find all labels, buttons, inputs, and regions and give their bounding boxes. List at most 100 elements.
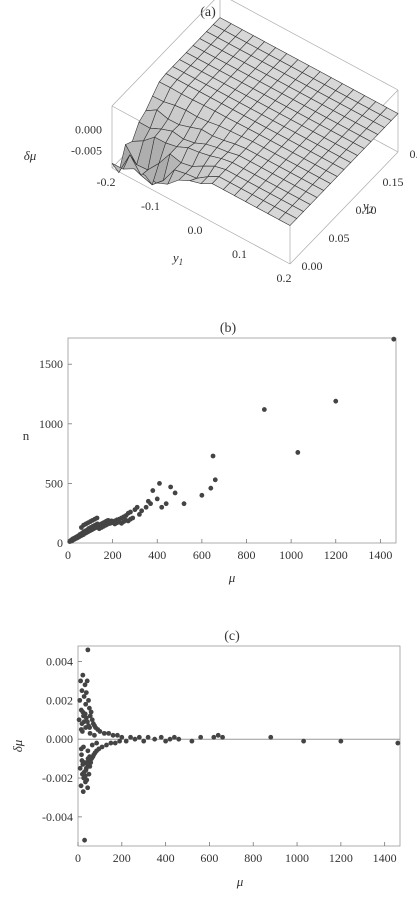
y-tick-label: 0 bbox=[57, 536, 63, 550]
y-tick-label: -0.002 bbox=[42, 771, 73, 785]
y-axis-label-base: y bbox=[361, 198, 369, 213]
data-point bbox=[123, 738, 129, 744]
data-point bbox=[220, 734, 225, 740]
x-tick-label: 0.1 bbox=[232, 247, 247, 261]
surface-cell bbox=[111, 154, 131, 174]
x-tick-label: 1200 bbox=[324, 548, 348, 562]
data-point bbox=[112, 740, 118, 746]
data-point bbox=[163, 738, 169, 744]
y-tick-label: 0.10 bbox=[356, 203, 377, 217]
data-point bbox=[104, 742, 109, 748]
data-point bbox=[82, 773, 88, 779]
data-point bbox=[148, 501, 153, 507]
data-point bbox=[301, 738, 307, 744]
x-axis-label-sub: 1 bbox=[179, 257, 184, 267]
data-point bbox=[82, 837, 87, 843]
data-point bbox=[198, 734, 204, 740]
x-tick-label: 600 bbox=[200, 851, 218, 865]
x-tick-label: 0 bbox=[65, 548, 71, 562]
data-point bbox=[87, 713, 93, 719]
data-point bbox=[77, 697, 83, 703]
data-point bbox=[128, 509, 133, 515]
panel-c-ylabel: δμ bbox=[10, 739, 25, 752]
data-point bbox=[119, 734, 125, 740]
x-tick-label: 800 bbox=[238, 548, 256, 562]
x-tick-label: 1400 bbox=[373, 851, 397, 865]
data-point bbox=[210, 453, 216, 459]
z-tick-label: -0.005 bbox=[71, 144, 102, 158]
data-point bbox=[82, 711, 88, 717]
x-tick-label: 1200 bbox=[329, 851, 353, 865]
data-point bbox=[76, 717, 82, 723]
data-point bbox=[154, 496, 160, 502]
panel-b-frame bbox=[67, 337, 397, 544]
data-point bbox=[158, 734, 164, 740]
box-edge bbox=[111, 0, 215, 107]
y-tick-label: 0.00 bbox=[302, 259, 323, 273]
x-tick-label: -0.2 bbox=[97, 175, 116, 189]
data-point bbox=[295, 450, 301, 455]
data-point bbox=[261, 407, 267, 412]
data-point bbox=[78, 678, 84, 684]
x-tick-label: 200 bbox=[113, 851, 131, 865]
data-point bbox=[97, 729, 103, 734]
data-point bbox=[108, 740, 114, 746]
data-point bbox=[139, 508, 145, 514]
x-tick-label: 1000 bbox=[279, 548, 303, 562]
y-tick-label: 0.002 bbox=[46, 693, 73, 707]
data-point bbox=[79, 758, 85, 763]
x-tick-label: 0.0 bbox=[188, 223, 203, 237]
data-point bbox=[85, 748, 91, 754]
data-point bbox=[87, 754, 93, 760]
panel-b-ticks: 0 200 400 600 800 1000 1200 1400 0 500 1000 1500 bbox=[39, 357, 392, 562]
panel-b-scatter: (b) 0 200 400 600 800 1000 1200 1400 0 500 1000 150… bbox=[23, 321, 397, 585]
data-point bbox=[85, 785, 91, 791]
x-tick-label: 600 bbox=[193, 548, 211, 562]
data-point bbox=[83, 715, 89, 721]
data-point bbox=[208, 485, 214, 491]
data-point bbox=[89, 742, 95, 748]
data-point bbox=[94, 515, 100, 521]
y-tick-label: 0.05 bbox=[329, 231, 350, 245]
data-point bbox=[130, 515, 136, 521]
box-edge bbox=[289, 151, 399, 265]
data-point bbox=[85, 647, 91, 653]
data-point bbox=[81, 769, 87, 775]
y-tick-label: 500 bbox=[45, 476, 63, 490]
data-point bbox=[86, 705, 92, 711]
data-point bbox=[82, 682, 88, 688]
data-point bbox=[136, 734, 142, 740]
y-tick-label: 0.20 bbox=[410, 147, 417, 161]
box-edge bbox=[111, 167, 291, 265]
data-point bbox=[80, 762, 86, 767]
x-tick-label: 400 bbox=[148, 548, 166, 562]
data-point bbox=[81, 719, 87, 725]
panel-c-frame bbox=[77, 645, 401, 847]
data-point bbox=[143, 504, 149, 510]
data-point bbox=[81, 694, 87, 699]
y-tick-label: 1500 bbox=[39, 357, 63, 371]
data-point bbox=[150, 488, 156, 493]
z-axis-label: δμ bbox=[24, 148, 37, 163]
data-point bbox=[78, 783, 84, 789]
x-tick-label: -0.1 bbox=[141, 199, 160, 213]
data-point bbox=[159, 504, 165, 510]
data-point bbox=[117, 738, 123, 744]
data-point bbox=[78, 746, 84, 752]
data-point bbox=[141, 738, 147, 744]
data-point bbox=[106, 730, 112, 736]
data-point bbox=[87, 730, 93, 736]
data-point bbox=[92, 732, 97, 738]
data-point bbox=[84, 678, 90, 684]
data-point bbox=[211, 734, 217, 740]
box-edge bbox=[230, 0, 399, 91]
panel-b-title: (b) bbox=[220, 321, 237, 336]
x-tick-label: 1000 bbox=[285, 851, 309, 865]
x-tick-label: 1400 bbox=[368, 548, 392, 562]
data-point bbox=[167, 736, 173, 742]
data-point bbox=[99, 744, 105, 750]
data-point bbox=[80, 789, 86, 795]
z-tick-label: 0.000 bbox=[75, 123, 102, 137]
panel-a-surface: (a) -0.2 -0.1 0.0 0.1 0.2 0.00 0.05 0.10 0.15 0.2… bbox=[24, 0, 417, 285]
